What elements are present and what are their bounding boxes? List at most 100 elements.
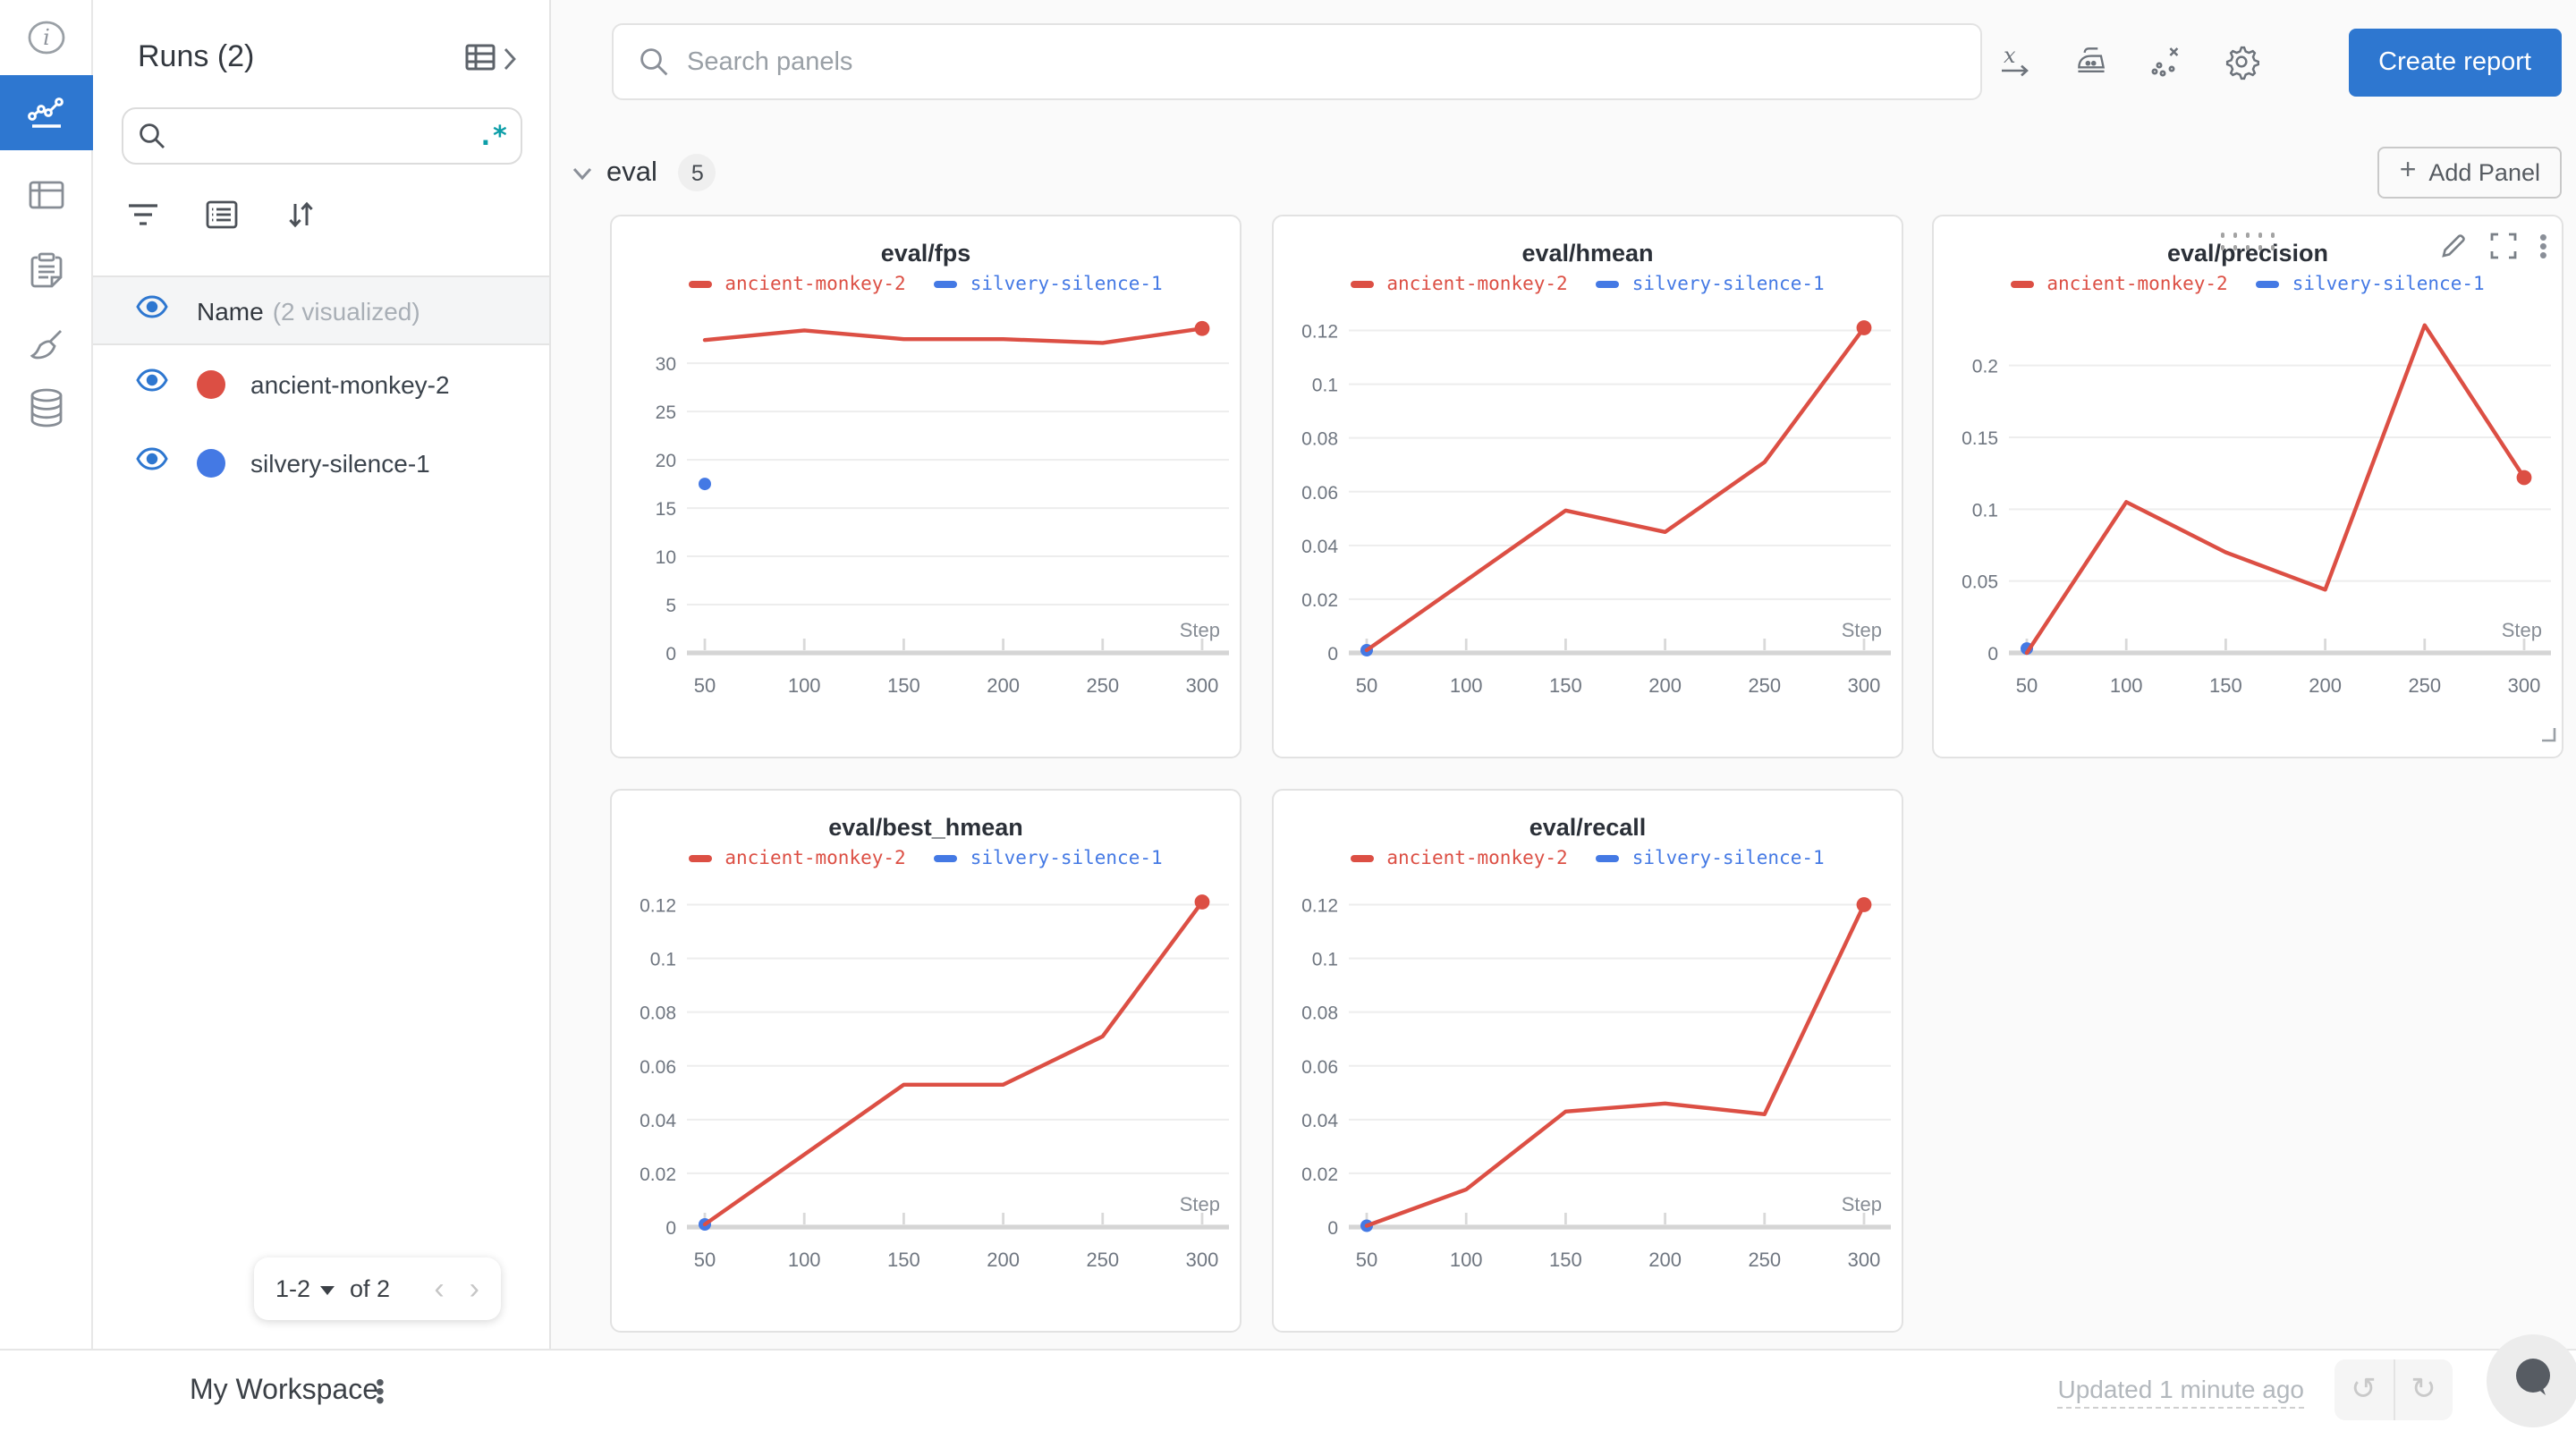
pagination-total: of 2: [350, 1275, 391, 1302]
chart-panel-eval-fps[interactable]: eval/fps ancient-monkey-2 silvery-silenc…: [610, 215, 1241, 758]
regex-toggle-icon[interactable]: .*: [477, 120, 508, 152]
chart-legend: ancient-monkey-2 silvery-silence-1: [612, 848, 1240, 869]
updated-timestamp[interactable]: Updated 1 minute ago: [2057, 1374, 2304, 1408]
pagination-range[interactable]: 1-2: [275, 1275, 311, 1302]
line-chart-icon: [25, 91, 68, 134]
add-panel-button[interactable]: + Add Panel: [2377, 147, 2562, 199]
legend-dash: [1596, 855, 1620, 862]
panel-search-input[interactable]: [687, 47, 1955, 76]
svg-text:300: 300: [1186, 1249, 1219, 1271]
svg-text:x: x: [2004, 43, 2016, 68]
chart-plot[interactable]: 0 0.05 0.1 0.15 0.2 50 100 150 200 250 300 Step: [1934, 295, 2562, 739]
svg-text:0.1: 0.1: [1312, 950, 1338, 970]
left-nav-rail: i: [0, 0, 93, 1349]
outliers-scatter-icon[interactable]: [2148, 43, 2184, 79]
broom-icon: [27, 326, 66, 365]
runs-search-input[interactable]: [166, 123, 478, 149]
svg-text:0.06: 0.06: [640, 1057, 676, 1078]
legend-dash: [934, 855, 958, 862]
resize-handle-icon[interactable]: [2540, 719, 2556, 751]
pagination-next-button[interactable]: ›: [469, 1272, 479, 1306]
chart-panel-eval-precision[interactable]: • • • eval/precision ancient-monkey-2 silv…: [1932, 215, 2563, 758]
edit-pencil-icon[interactable]: [2439, 231, 2468, 259]
table-expand-icon: [465, 43, 499, 82]
chevron-right-icon: [503, 46, 517, 80]
nav-artifacts[interactable]: [0, 370, 93, 445]
nav-logs[interactable]: [0, 233, 93, 308]
info-icon: i: [27, 20, 66, 55]
svg-text:10: 10: [656, 547, 676, 568]
run-row[interactable]: ancient-monkey-2: [93, 345, 549, 424]
chart-plot[interactable]: 0 0.02 0.04 0.06 0.08 0.1 0.12 50 100 150 200 250 30…: [1274, 295, 1902, 739]
nav-sweeps[interactable]: [0, 308, 93, 383]
legend-run-name: ancient-monkey-2: [1386, 848, 1568, 869]
runs-columns-header[interactable]: Name (2 visualized): [93, 275, 549, 345]
chart-plot[interactable]: 0 5 10 15 20 25 30 50 100 150 200 250 300 Step: [612, 295, 1240, 739]
legend-dash: [934, 281, 958, 288]
run-color-dot: [197, 370, 225, 399]
gear-icon[interactable]: [2224, 43, 2259, 80]
nav-overview[interactable]: i: [0, 0, 93, 75]
legend-run-name: ancient-monkey-2: [1386, 274, 1568, 295]
chart-title: eval/best_hmean: [828, 814, 1023, 841]
undo-icon[interactable]: ↺: [2334, 1359, 2394, 1420]
kebab-menu-icon[interactable]: • • •: [376, 1367, 385, 1413]
nav-workspace-charts[interactable]: [0, 75, 93, 150]
fullscreen-icon[interactable]: [2489, 231, 2518, 259]
chart-title: eval/precision: [2166, 240, 2329, 267]
svg-text:150: 150: [2209, 674, 2242, 697]
legend-run-name: ancient-monkey-2: [724, 848, 906, 869]
runs-pagination: 1-2 of 2 ‹ ›: [254, 1257, 501, 1320]
svg-text:0.1: 0.1: [650, 950, 676, 970]
nav-runs-table[interactable]: [0, 157, 93, 233]
smoothing-iron-icon[interactable]: [2073, 43, 2109, 79]
group-list-icon[interactable]: [204, 197, 240, 233]
chevron-down-icon[interactable]: [572, 165, 592, 180]
pagination-prev-button[interactable]: ‹: [434, 1272, 445, 1306]
chat-support-button[interactable]: [2487, 1334, 2576, 1427]
section-panel-count-badge: 5: [678, 154, 716, 191]
svg-text:0.1: 0.1: [1972, 500, 1998, 521]
svg-text:0.04: 0.04: [1301, 1111, 1338, 1131]
workspace-name[interactable]: My Workspace: [190, 1375, 379, 1405]
drag-handle-icon[interactable]: [2216, 229, 2279, 254]
svg-text:20: 20: [656, 451, 676, 471]
svg-text:0: 0: [1327, 1218, 1338, 1239]
run-name: ancient-monkey-2: [250, 370, 450, 399]
chart-panel-eval-hmean[interactable]: eval/hmean ancient-monkey-2 silvery-sile…: [1272, 215, 1903, 758]
section-name[interactable]: eval: [606, 157, 657, 187]
runs-table-expand-button[interactable]: [465, 43, 517, 82]
chart-panel-eval-recall[interactable]: eval/recall ancient-monkey-2 silvery-sil…: [1272, 789, 1903, 1333]
legend-dash: [1351, 855, 1375, 862]
chart-plot[interactable]: 0 0.02 0.04 0.06 0.08 0.1 0.12 50 100 150 200 250 30…: [1274, 869, 1902, 1313]
eye-icon[interactable]: [136, 368, 168, 401]
sort-icon[interactable]: [283, 197, 318, 233]
chevron-down-icon[interactable]: [319, 1286, 335, 1295]
eye-icon[interactable]: [136, 447, 168, 479]
svg-text:150: 150: [1549, 1249, 1582, 1271]
chart-plot[interactable]: 0 0.02 0.04 0.06 0.08 0.1 0.12 50 100 150 200 250 30…: [612, 869, 1240, 1313]
svg-text:0.2: 0.2: [1972, 357, 1998, 377]
svg-text:250: 250: [1748, 1249, 1781, 1271]
create-report-button[interactable]: Create report: [2348, 29, 2562, 97]
run-row[interactable]: silvery-silence-1: [93, 424, 549, 503]
svg-text:0: 0: [665, 1218, 676, 1239]
filter-icon[interactable]: [125, 197, 161, 233]
svg-text:5: 5: [665, 596, 676, 616]
database-icon: [27, 386, 66, 429]
legend-run-name: silvery-silence-1: [2292, 274, 2485, 295]
kebab-menu-icon[interactable]: • • •: [2538, 223, 2547, 267]
svg-text:200: 200: [987, 674, 1020, 697]
x-axis-icon[interactable]: x: [1998, 43, 2034, 79]
runs-panel-title: Runs (2): [138, 39, 255, 73]
svg-text:50: 50: [694, 1249, 716, 1271]
svg-text:200: 200: [2309, 674, 2342, 697]
svg-text:200: 200: [987, 1249, 1020, 1271]
runs-toolbar: [125, 197, 318, 233]
redo-icon[interactable]: ↻: [2411, 1372, 2436, 1406]
svg-text:i: i: [43, 25, 50, 50]
runs-sidebar: Runs (2) .: [93, 0, 551, 1349]
chart-panel-eval-best-hmean[interactable]: eval/best_hmean ancient-monkey-2 silvery…: [610, 789, 1241, 1333]
eye-icon[interactable]: [136, 294, 168, 326]
